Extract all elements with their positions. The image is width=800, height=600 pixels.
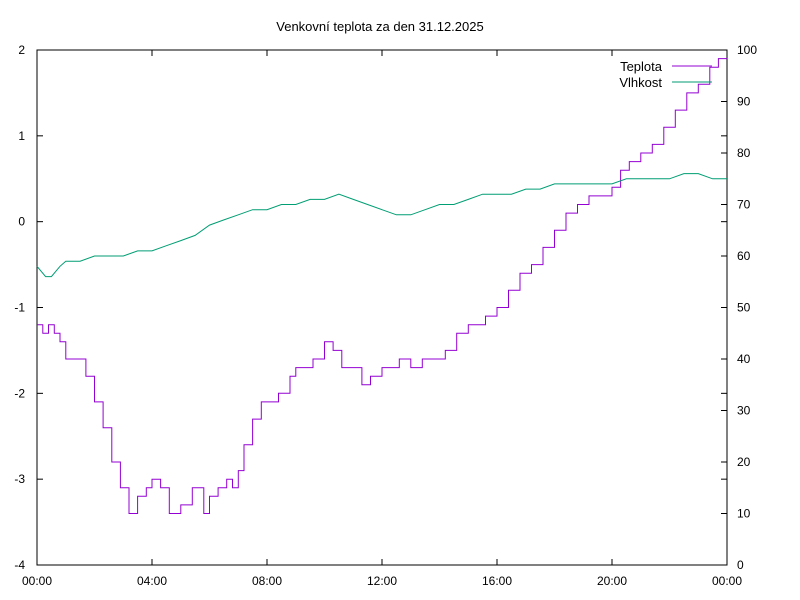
y-left-tick-label: 0: [18, 215, 25, 229]
y-left-tick-label: -3: [14, 472, 25, 486]
x-tick-label: 00:00: [712, 574, 742, 588]
x-tick-label: 20:00: [597, 574, 627, 588]
y-right-tick-label: 40: [737, 352, 751, 366]
y-right-tick-label: 80: [737, 146, 751, 160]
y-right-tick-label: 50: [737, 301, 751, 315]
y-left-tick-label: -4: [14, 558, 25, 572]
legend: Teplota Vlhkost: [619, 59, 712, 90]
y-right-tick-label: 20: [737, 455, 751, 469]
x-axis: 00:00 04:00 08:00 12:00 16:00 20:00 00:00: [22, 50, 742, 588]
legend-label-teplota: Teplota: [620, 59, 663, 74]
x-tick-label: 00:00: [22, 574, 52, 588]
y-right-tick-label: 60: [737, 249, 751, 263]
series-layer: [36, 58, 727, 514]
y-right-tick-label: 30: [737, 404, 751, 418]
y-left-tick-label: -1: [14, 301, 25, 315]
series-line-vlhkost: [36, 173, 727, 278]
x-tick-label: 04:00: [137, 574, 167, 588]
y-axis-left: -4 -3 -2 -1 0 1 2: [14, 43, 727, 572]
y-left-tick-label: 1: [18, 129, 25, 143]
x-tick-label: 12:00: [367, 574, 397, 588]
y-left-tick-label: 2: [18, 43, 25, 57]
x-tick-label: 16:00: [482, 574, 512, 588]
x-tick-label: 08:00: [252, 574, 282, 588]
y-right-tick-label: 100: [737, 43, 757, 57]
y-right-tick-label: 90: [737, 95, 751, 109]
y-right-tick-label: 0: [737, 558, 744, 572]
legend-label-vlhkost: Vlhkost: [619, 75, 662, 90]
y-left-tick-label: -2: [14, 386, 25, 400]
y-right-tick-label: 70: [737, 198, 751, 212]
chart-title: Venkovní teplota za den 31.12.2025: [276, 19, 483, 34]
y-right-tick-label: 10: [737, 507, 751, 521]
y-axis-right: 0 10 20 30 40 50 60 70 80 90 100: [721, 43, 757, 572]
series-line-teplota: [37, 58, 727, 514]
